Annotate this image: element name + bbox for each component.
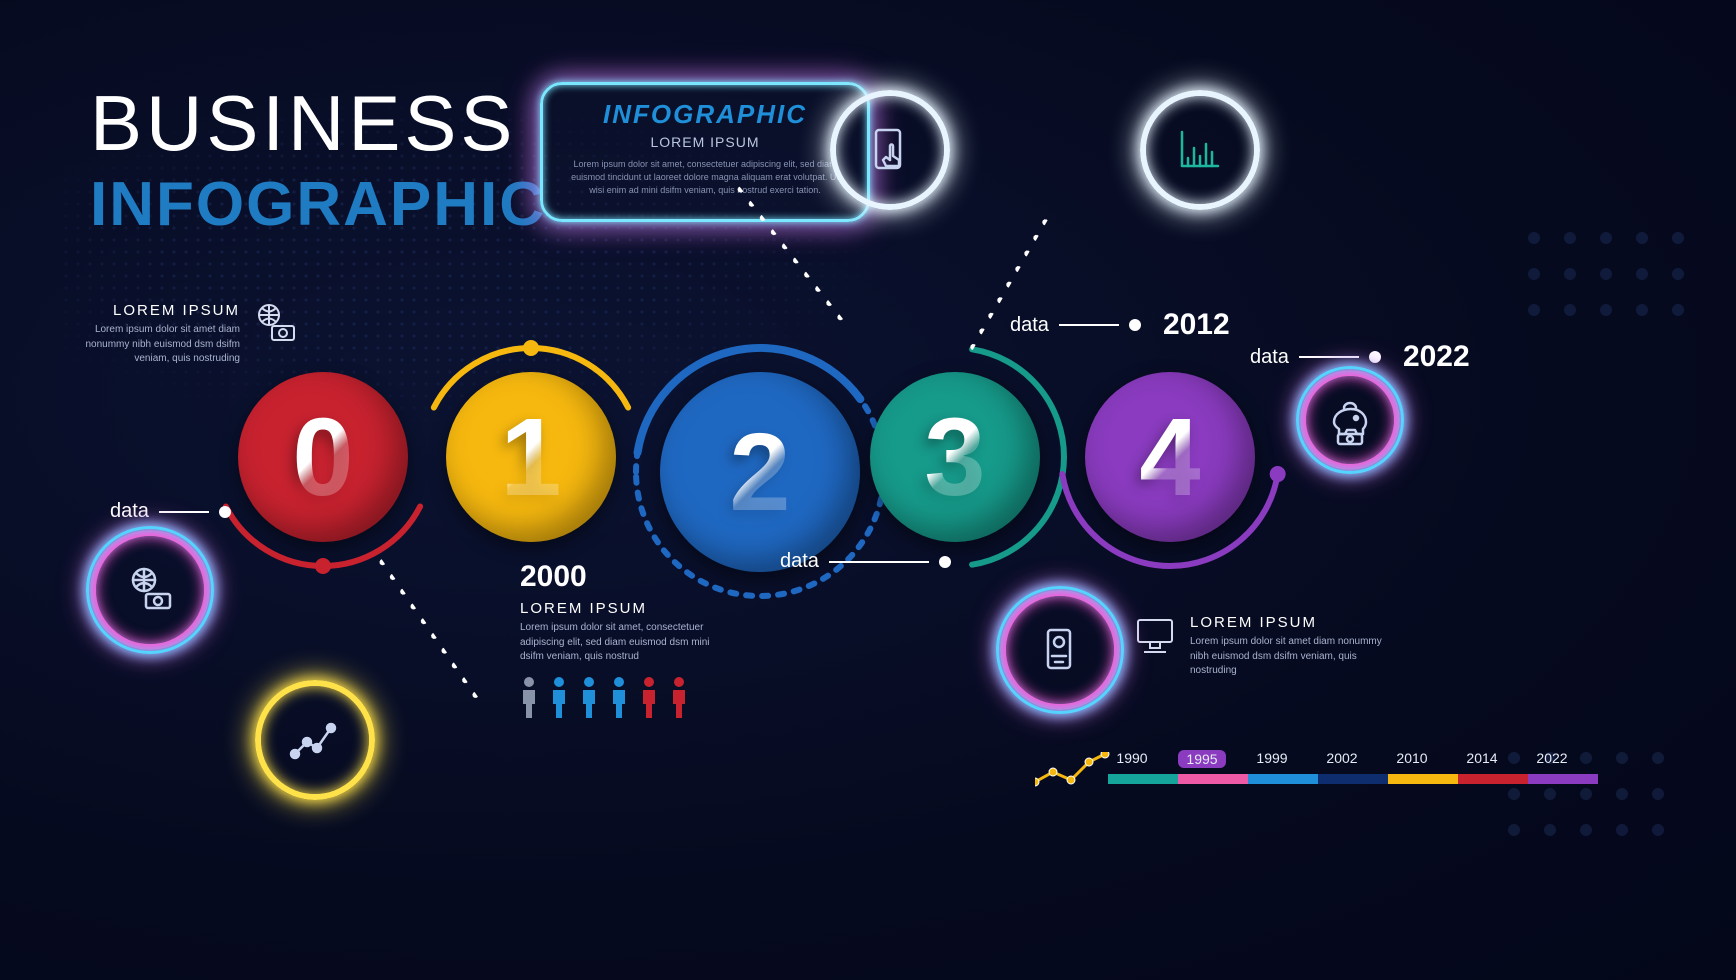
year-strip-segment (1108, 774, 1178, 784)
neon-callout-box: INFOGRAPHIC LOREM IPSUM Lorem ipsum dolo… (540, 82, 870, 222)
blurb-heading: LOREM IPSUM (1190, 614, 1390, 631)
neon-box-body: Lorem ipsum dolor sit amet, consectetuer… (563, 158, 847, 197)
text-blurb: 2000 LOREM IPSUM Lorem ipsum dolor sit ame… (520, 560, 720, 665)
data-callout: data 2012 (1010, 308, 1230, 342)
year-label: 1990 (1108, 750, 1156, 768)
person-icon (550, 676, 568, 718)
monitor-icon (1134, 614, 1176, 661)
callout-year: 2012 (1163, 308, 1230, 342)
year-strip-segment (1458, 774, 1528, 784)
year-label: 1995 (1178, 750, 1226, 768)
year-label: 2014 (1458, 750, 1506, 768)
year-label: 2022 (1528, 750, 1576, 768)
step-4: 4 (1085, 372, 1255, 542)
year-label: 2010 (1388, 750, 1436, 768)
sparkline-icon (1035, 752, 1115, 792)
piggy-bank-icon (1300, 370, 1400, 470)
bar-chart-icon (1140, 90, 1260, 210)
person-icon (640, 676, 658, 718)
callout-label: data (1010, 314, 1049, 337)
callout-label: data (110, 500, 149, 523)
person-icon (610, 676, 628, 718)
touch-tablet-icon (830, 90, 950, 210)
dot-grid-deco (1516, 220, 1696, 340)
dotted-leader (370, 554, 481, 707)
globe-dollar-icon (90, 530, 210, 650)
year-label: 1999 (1248, 750, 1296, 768)
page-title: BUSINESS INFOGRAPHIC (90, 78, 546, 240)
step-1: 1 (446, 372, 616, 542)
year-label: 2002 (1318, 750, 1366, 768)
year-strip-segment (1248, 774, 1318, 784)
line-chart-icon (255, 680, 375, 800)
callout-year: 2022 (1403, 340, 1470, 374)
data-callout: data (110, 500, 231, 523)
pay-card-icon (1000, 590, 1120, 710)
callout-dot (219, 506, 231, 518)
year-strip-segment (1318, 774, 1388, 784)
text-blurb: LOREM IPSUM Lorem ipsum dolor sit amet di… (60, 302, 240, 367)
title-line-2: INFOGRAPHIC (90, 169, 546, 240)
people-row (520, 676, 688, 718)
person-icon (580, 676, 598, 718)
step-2: 2 (660, 372, 860, 572)
callout-dot (1369, 351, 1381, 363)
person-icon (520, 676, 538, 718)
blurb-body: Lorem ipsum dolor sit amet diam nonummy … (60, 323, 240, 367)
globe-dollar-icon (254, 302, 296, 349)
year-strip-segment (1528, 774, 1598, 784)
callout-dot (1129, 319, 1141, 331)
callout-label: data (780, 550, 819, 573)
neon-box-subheading: LOREM IPSUM (563, 134, 847, 150)
year-strip-segment (1388, 774, 1458, 784)
blurb-heading: LOREM IPSUM (60, 302, 240, 319)
text-blurb: LOREM IPSUM Lorem ipsum dolor sit amet di… (1190, 614, 1390, 679)
step-3: 3 (870, 372, 1040, 542)
blurb-body: Lorem ipsum dolor sit amet, consectetuer… (520, 621, 720, 665)
blurb-body: Lorem ipsum dolor sit amet diam nonummy … (1190, 635, 1390, 679)
step-0: 0 (238, 372, 408, 542)
blurb-year: 2000 (520, 560, 720, 594)
neon-box-heading: INFOGRAPHIC (563, 99, 847, 130)
callout-dot (939, 556, 951, 568)
year-strip: 1990 1995 1999 2002 2010 2014 2022 (1108, 750, 1598, 784)
callout-label: data (1250, 346, 1289, 369)
data-callout: data (780, 550, 951, 573)
blurb-heading: LOREM IPSUM (520, 600, 720, 617)
year-strip-segment (1178, 774, 1248, 784)
title-line-1: BUSINESS (90, 78, 546, 169)
person-icon (670, 676, 688, 718)
